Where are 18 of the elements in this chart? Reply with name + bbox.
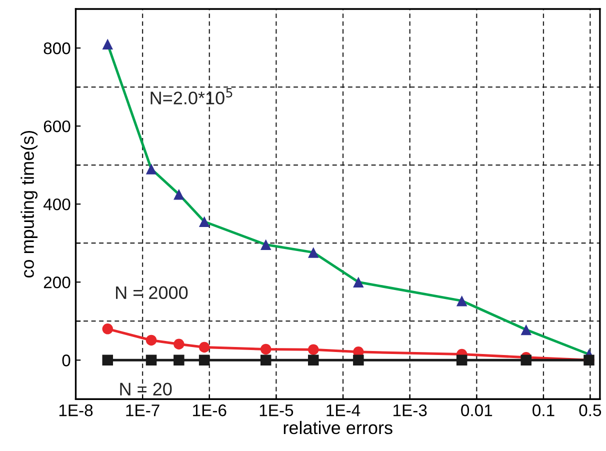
x-tick-label: 0.01	[461, 404, 492, 416]
series-label: N = 2000	[116, 286, 188, 300]
x-tick-label: 1E-8	[59, 404, 93, 416]
y-tick-label: 600	[44, 120, 70, 132]
x-tick-label: 1E-7	[126, 404, 160, 416]
y-tick-label: 800	[44, 42, 70, 54]
x-tick-label: 0.5	[579, 404, 602, 416]
x-tick-label: 0.1	[532, 404, 554, 416]
x-tick-label: 1E-4	[326, 404, 360, 416]
x-tick-label: 1E-3	[394, 404, 427, 416]
x-axis-title: relative errors	[284, 420, 392, 434]
series-label: N=2.0*10$^{5}$	[150, 88, 232, 104]
y-tick-label: 0	[62, 354, 70, 366]
y-tick-label: 200	[44, 276, 70, 288]
y-axis-title: co mputing time(s)	[20, 130, 38, 278]
x-tick-label: 1E-6	[193, 404, 226, 416]
x-tick-label: 1E-5	[260, 404, 294, 416]
y-tick-label: 400	[43, 198, 70, 210]
